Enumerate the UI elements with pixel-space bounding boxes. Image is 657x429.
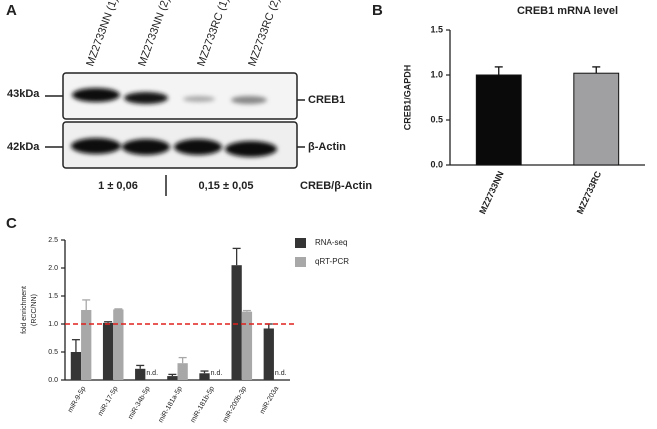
bar xyxy=(70,352,82,380)
quantification: 1 ± 0,06 xyxy=(98,180,138,192)
bar xyxy=(135,368,146,380)
lane-label: MZ2733NN (2) xyxy=(136,0,172,68)
lane-label: MZ2733RC (2) xyxy=(246,0,282,68)
x-tick-label: miR-181b-5p xyxy=(190,385,216,424)
x-tick-label: miR-203a xyxy=(259,385,280,415)
y-tick-label: 1.5 xyxy=(48,293,58,300)
blot-panel: MZ2733NN (1) MZ2733NN (2) MZ2733RC (1) M… xyxy=(7,0,372,196)
nd-label: n.d. xyxy=(275,370,287,377)
bar xyxy=(113,309,124,380)
x-tick-label: miR-17-5p xyxy=(97,385,119,417)
bands xyxy=(71,88,277,157)
lane-label: MZ2733RC (1) xyxy=(195,0,231,68)
bar xyxy=(199,373,210,380)
y-axis-label: fold enrichment xyxy=(21,286,28,334)
lane-label: MZ2733NN (1) xyxy=(84,0,120,68)
y-tick-label: 2.5 xyxy=(48,237,58,244)
x-tick-label: MZ2733RC xyxy=(575,169,604,215)
x-tick-label: miR-34b-5p xyxy=(127,385,151,420)
legend-swatch xyxy=(295,238,306,248)
bar xyxy=(81,310,92,380)
panel-label: A xyxy=(6,2,17,19)
panel-label: C xyxy=(6,215,17,232)
y-axis-label: CREB1/GAPDH xyxy=(402,65,412,131)
y-tick-label: 0.0 xyxy=(48,377,58,384)
bar xyxy=(231,265,242,380)
x-tick-label: miR-9-5p xyxy=(67,385,88,414)
legend-label: RNA-seq xyxy=(315,238,347,247)
y-tick-label: 0.5 xyxy=(430,114,443,124)
x-tick-label: miR-181a-5p xyxy=(158,385,184,424)
legend-label: qRT-PCR xyxy=(315,257,349,266)
y-tick-label: 2.0 xyxy=(48,265,58,272)
bar xyxy=(475,74,522,166)
y-tick-label: 1.0 xyxy=(48,321,58,328)
y-tick-label: 1.5 xyxy=(430,24,443,34)
quantification-label: CREB/β-Actin xyxy=(300,180,372,192)
y-tick-label: 0.5 xyxy=(48,349,58,356)
x-tick-label: miR-200b-3p xyxy=(222,385,248,424)
marker-label: 42kDa xyxy=(7,141,40,153)
x-tick-label: MZ2733NN xyxy=(477,170,506,216)
bar xyxy=(177,363,188,380)
y-axis-label: (RCC/NN) xyxy=(31,294,38,326)
bar xyxy=(102,322,114,380)
marker-label: 43kDa xyxy=(7,88,40,100)
chart-title: CREB1 mRNA level xyxy=(517,5,618,17)
nd-label: n.d. xyxy=(211,370,223,377)
bar xyxy=(241,311,253,380)
bar xyxy=(167,376,178,380)
legend-swatch xyxy=(295,257,306,267)
bar xyxy=(263,328,274,380)
y-tick-label: 0.0 xyxy=(430,159,443,169)
nd-label: n.d. xyxy=(146,370,158,377)
protein-label: CREB1 xyxy=(308,94,345,106)
panel-label: B xyxy=(372,2,383,19)
protein-label: β-Actin xyxy=(308,141,346,153)
bar xyxy=(573,72,620,166)
quantification: 0,15 ± 0,05 xyxy=(199,180,254,192)
y-tick-label: 1.0 xyxy=(430,69,443,79)
